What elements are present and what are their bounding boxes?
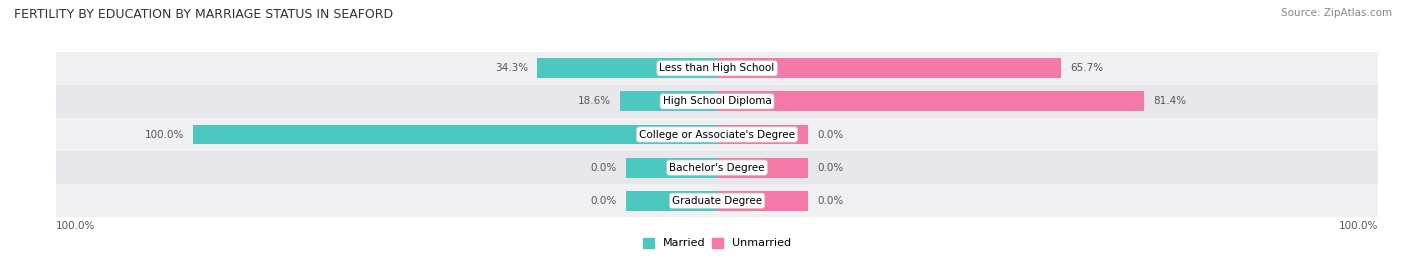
Bar — [0, 151, 1406, 184]
Bar — [620, 91, 717, 111]
Text: 0.0%: 0.0% — [591, 196, 617, 206]
Text: 18.6%: 18.6% — [578, 96, 610, 107]
Text: 0.0%: 0.0% — [817, 196, 844, 206]
Text: 34.3%: 34.3% — [495, 63, 529, 73]
Text: Bachelor's Degree: Bachelor's Degree — [669, 162, 765, 173]
Bar — [537, 58, 717, 78]
Text: 0.0%: 0.0% — [817, 162, 844, 173]
Legend: Married, Unmarried: Married, Unmarried — [638, 233, 796, 253]
Text: 0.0%: 0.0% — [591, 162, 617, 173]
Text: College or Associate's Degree: College or Associate's Degree — [640, 129, 794, 140]
Bar — [0, 184, 1406, 217]
Text: 0.0%: 0.0% — [817, 129, 844, 140]
Text: 100.0%: 100.0% — [1339, 221, 1378, 231]
Bar — [717, 191, 808, 211]
Text: 65.7%: 65.7% — [1070, 63, 1104, 73]
Text: High School Diploma: High School Diploma — [662, 96, 772, 107]
Bar — [0, 118, 1406, 151]
Bar — [0, 85, 1406, 118]
Bar — [193, 125, 717, 144]
Bar — [717, 158, 808, 178]
Bar — [626, 191, 717, 211]
Text: Graduate Degree: Graduate Degree — [672, 196, 762, 206]
Bar — [717, 125, 808, 144]
Bar — [717, 58, 1062, 78]
Text: Less than High School: Less than High School — [659, 63, 775, 73]
Text: FERTILITY BY EDUCATION BY MARRIAGE STATUS IN SEAFORD: FERTILITY BY EDUCATION BY MARRIAGE STATU… — [14, 8, 394, 21]
Text: 100.0%: 100.0% — [56, 221, 96, 231]
Bar — [0, 52, 1406, 85]
Bar — [626, 158, 717, 178]
Text: Source: ZipAtlas.com: Source: ZipAtlas.com — [1281, 8, 1392, 18]
Text: 81.4%: 81.4% — [1153, 96, 1185, 107]
Bar — [717, 91, 1143, 111]
Text: 100.0%: 100.0% — [145, 129, 184, 140]
